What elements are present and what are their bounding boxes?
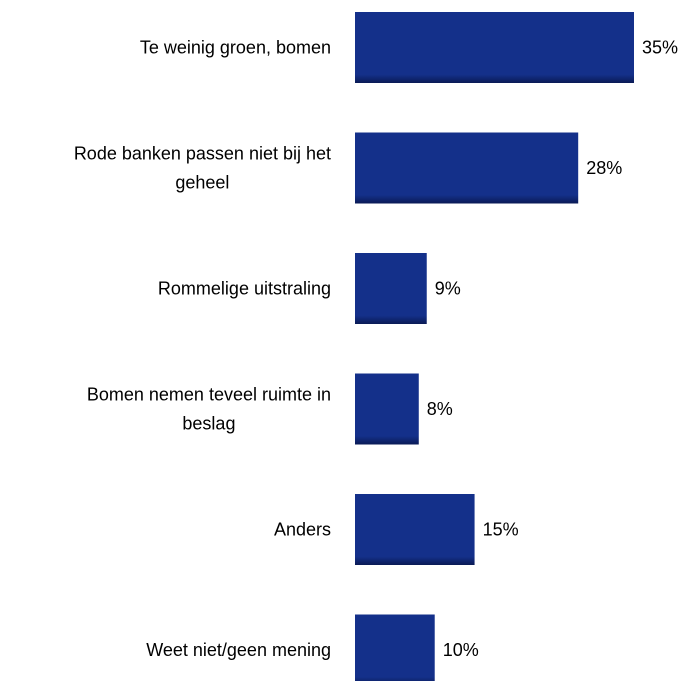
category-label: Weet niet/geen mening <box>146 640 331 660</box>
bar-group: Rommelige uitstraling 9% <box>158 253 461 324</box>
bar <box>355 12 634 83</box>
bar-group: Rode banken passen niet bij het geheel 28% <box>74 132 622 204</box>
value-label: 8% <box>427 399 453 419</box>
category-label: Te weinig groen, bomen <box>140 38 331 58</box>
category-label: Rode banken passen niet bij het <box>74 144 331 164</box>
value-label: 10% <box>443 640 479 660</box>
bar-group: Te weinig groen, bomen 35% <box>140 12 678 83</box>
bar-group: Weet niet/geen mening 10% <box>146 614 479 681</box>
category-label: beslag <box>182 414 235 434</box>
bar <box>355 494 475 565</box>
category-label: Bomen nemen teveel ruimte in <box>87 385 331 405</box>
value-label: 9% <box>435 279 461 299</box>
bar-group: Anders 15% <box>274 494 519 565</box>
category-label: Anders <box>274 520 331 540</box>
value-label: 28% <box>586 158 622 178</box>
bar <box>355 614 435 681</box>
bar <box>355 373 419 445</box>
category-label: Rommelige uitstraling <box>158 279 331 299</box>
value-label: 15% <box>483 520 519 540</box>
bar-group: Bomen nemen teveel ruimte in beslag 8% <box>87 373 453 445</box>
category-label: geheel <box>175 173 229 193</box>
bar <box>355 253 427 324</box>
value-label: 35% <box>642 38 678 58</box>
bar <box>355 132 579 204</box>
